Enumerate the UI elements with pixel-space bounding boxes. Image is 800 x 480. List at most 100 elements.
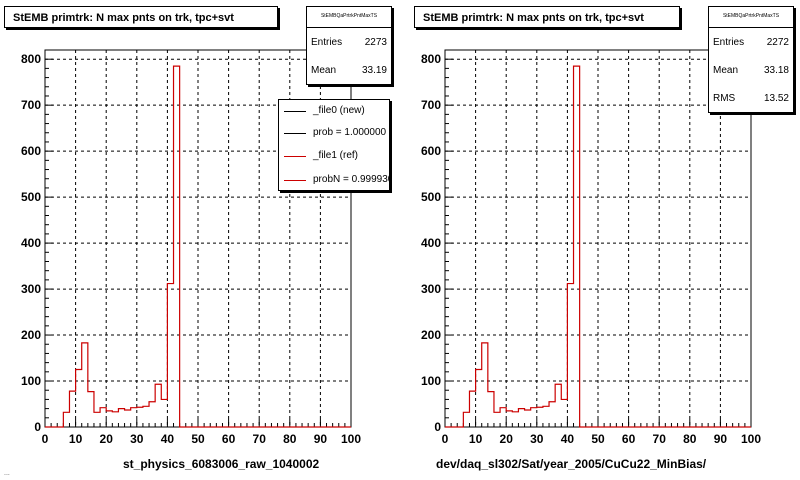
right-stats-histname: StEMBQaPrtrkPntMaxTS: [709, 7, 793, 28]
left-hist-bin: [155, 384, 161, 427]
right-stats-rms-value: 13.52: [763, 92, 789, 104]
left-stats-histname: StEMBQaPrtrkPntMaxTS: [307, 7, 391, 28]
left-x-tick-label: 50: [191, 432, 205, 446]
right-x-axis-label: dev/daq_sl302/Sat/year_2005/CuCu22_MinBi…: [436, 457, 707, 471]
right-hist-bin: [561, 399, 567, 427]
right-histogram-title: StEMB primtrk: N max pnts on trk, tpc+sv…: [414, 6, 680, 28]
legend-label-file0: _file0 (new): [313, 105, 365, 116]
right-x-tick-label: 90: [714, 432, 728, 446]
right-x-tick-label: 80: [683, 432, 697, 446]
right-hist-bin: [549, 402, 555, 427]
left-y-tick-label: 400: [21, 236, 41, 250]
right-hist-bin: [476, 370, 482, 427]
left-stats-entries-value: 2273: [364, 36, 387, 48]
right-stats-entries-value: 2272: [766, 36, 789, 48]
left-hist-bin: [131, 408, 137, 427]
right-x-tick-label: 10: [469, 432, 483, 446]
right-y-tick-label: 500: [421, 190, 441, 204]
right-x-tick-label: 50: [591, 432, 605, 446]
right-hist-bin: [500, 408, 506, 427]
left-histogram-title: StEMB primtrk: N max pnts on trk, tpc+sv…: [4, 6, 278, 28]
right-y-tick-label: 200: [421, 328, 441, 342]
left-hist-bin: [167, 284, 173, 427]
right-hist-bin: [555, 384, 561, 427]
left-hist-bin: [149, 402, 155, 427]
left-y-tick-label: 500: [21, 190, 41, 204]
legend-label-probn: probN = 0.999930: [313, 174, 390, 185]
right-hist-bin: [494, 412, 500, 427]
right-hist-bin: [482, 343, 488, 427]
left-x-tick-label: 60: [222, 432, 236, 446]
left-histogram-series: [45, 65, 351, 428]
right-hist-bin: [567, 284, 573, 427]
right-stats-box: StEMBQaPrtrkPntMaxTS Entries 2272 Mean 3…: [708, 6, 794, 113]
left-hist-bin: [112, 412, 118, 427]
left-hist-bin: [125, 410, 131, 427]
right-histogram-plot: 0 10 20 30 40 50 60 70 80 90 100 0 100 200 300 400 500 60…: [421, 49, 761, 446]
legend-entry-prob: prob = 1.000000: [279, 125, 389, 141]
left-hist-bin: [161, 399, 167, 427]
right-histogram-series: [445, 65, 751, 428]
left-x-tick-label: 20: [100, 432, 114, 446]
right-y-tick-label: 600: [421, 144, 441, 158]
left-hist-bin: [143, 406, 149, 427]
left-y-tick-label: 700: [21, 98, 41, 112]
right-x-tick-label: 0: [442, 432, 449, 446]
legend-entry-probn: probN = 0.999930: [279, 172, 390, 188]
left-x-tick-label: 70: [253, 432, 267, 446]
left-hist-bin: [137, 407, 143, 427]
right-hist-bin: [531, 408, 537, 427]
legend-line-file1: [284, 156, 306, 157]
left-stats-mean-label: Mean: [311, 64, 337, 76]
right-stats-entries-label: Entries: [713, 36, 745, 48]
right-y-tick-label: 300: [421, 282, 441, 296]
right-x-tick-label: 20: [500, 432, 514, 446]
left-y-tick-label: 100: [21, 374, 41, 388]
left-hist-bin: [82, 343, 88, 427]
legend-entry-file0: _file0 (new): [279, 103, 389, 119]
left-stats-entries-label: Entries: [311, 36, 343, 48]
left-y-tick-label: 300: [21, 282, 41, 296]
left-x-tick-label: 0: [42, 432, 49, 446]
left-y-tick-label: 800: [21, 52, 41, 66]
right-y-tick-label: 800: [421, 52, 441, 66]
left-hist-bin: [88, 392, 94, 427]
legend-line-file0: [284, 111, 306, 112]
left-x-tick-label: 80: [283, 432, 297, 446]
left-hist-bin: [174, 66, 180, 427]
left-x-tick-label: 40: [161, 432, 175, 446]
left-x-tick-label: 10: [69, 432, 83, 446]
left-stats-box: StEMBQaPrtrkPntMaxTS Entries 2273 Mean 3…: [306, 6, 392, 85]
right-hist-bin: [537, 407, 543, 427]
right-hist-bin: [463, 412, 469, 427]
left-legend: _file0 (new) prob = 1.000000 _file1 (ref…: [278, 99, 390, 191]
left-y-tick-label: 600: [21, 144, 41, 158]
right-y-tick-label: 700: [421, 98, 441, 112]
right-y-tick-label: 100: [421, 374, 441, 388]
left-hist-bin: [106, 411, 112, 427]
left-histogram-panel: 0 10 20 30 40 50 60 70 80 90 100 0 100 200 300 400 500 60…: [4, 6, 392, 471]
left-stats-mean-row: Mean 33.19: [307, 56, 391, 84]
right-x-tick-label: 70: [653, 432, 667, 446]
left-y-tick-label: 200: [21, 328, 41, 342]
left-hist-bin: [100, 408, 106, 427]
left-hist-bin: [69, 391, 75, 427]
left-x-axis-label: st_physics_6083006_raw_1040002: [123, 457, 320, 471]
right-hist-bin: [525, 410, 531, 427]
right-x-tick-label: 60: [622, 432, 636, 446]
legend-label-file1: _file1 (ref): [313, 150, 359, 161]
right-y-tick-label: 400: [421, 236, 441, 250]
right-hist-bin: [512, 412, 518, 427]
right-stats-rms-label: RMS: [713, 92, 736, 104]
legend-line-prob: [284, 133, 306, 134]
left-hist-bin: [94, 412, 100, 427]
left-x-tick-label: 30: [130, 432, 144, 446]
left-stats-entries-row: Entries 2273: [307, 28, 391, 56]
left-stats-mean-value: 33.19: [361, 64, 387, 76]
right-hist-bin: [488, 392, 494, 427]
right-stats-mean-row: Mean 33.18: [709, 56, 793, 84]
left-x-tick-label: 100: [341, 432, 361, 446]
left-hist-bin: [63, 412, 69, 427]
legend-label-prob: prob = 1.000000: [313, 127, 387, 138]
right-y-tick-label: 0: [434, 420, 441, 434]
